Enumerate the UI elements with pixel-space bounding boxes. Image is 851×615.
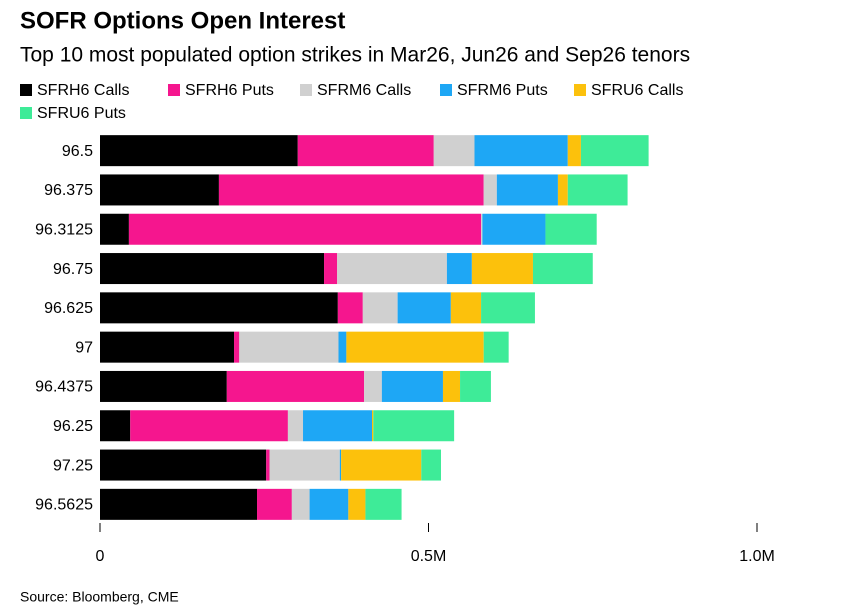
chart-subtitle: Top 10 most populated option strikes in … [20, 44, 690, 67]
y-tick-label: 96.5 [62, 143, 93, 160]
bar-segment [337, 253, 447, 285]
y-tick-label: 97 [75, 339, 93, 356]
y-tick-label: 96.75 [53, 261, 93, 278]
bar-segment [324, 253, 338, 285]
bar-segment [100, 331, 235, 363]
legend-label: SFRH6 Puts [185, 82, 274, 99]
bar-segment [291, 488, 310, 520]
bar-segment [226, 370, 365, 402]
x-tick-label: 0.5M [411, 548, 447, 565]
bar-segment [483, 174, 497, 206]
bar-segment [545, 213, 597, 245]
bar-segment [339, 449, 342, 481]
bar-segment [557, 174, 568, 206]
bar-segment [446, 253, 472, 285]
y-tick-label: 96.4375 [35, 379, 93, 396]
chart-title: SOFR Options Open Interest [20, 7, 345, 34]
bar-segment [372, 410, 374, 442]
legend-swatch [440, 84, 452, 96]
bar-segment [100, 213, 129, 245]
y-tick-label: 96.625 [44, 300, 93, 317]
bar-segment [373, 410, 455, 442]
legend-label: SFRU6 Calls [591, 82, 683, 99]
bar-segment [442, 370, 461, 402]
bar-segment [338, 331, 347, 363]
bar-segment [450, 292, 482, 324]
bar-segment [348, 488, 366, 520]
source-note: Source: Bloomberg, CME [20, 589, 179, 605]
legend-swatch [300, 84, 312, 96]
bar-segment [365, 488, 402, 520]
legend-swatch [574, 84, 586, 96]
legend-label: SFRU6 Puts [37, 105, 126, 122]
legend-label: SFRM6 Calls [317, 82, 411, 99]
bar-segment [337, 292, 363, 324]
bar-segment [481, 292, 535, 324]
bar-segment [362, 292, 398, 324]
y-tick-label: 96.375 [44, 182, 93, 199]
y-tick-label: 96.25 [53, 418, 93, 435]
bar-segment [341, 449, 422, 481]
bar-segment [100, 370, 227, 402]
bar-segment [266, 449, 270, 481]
bar-segment [239, 331, 339, 363]
bar-segment [257, 488, 292, 520]
y-tick-label: 97.25 [53, 457, 93, 474]
bar-segment [567, 135, 581, 167]
bar-segment [496, 174, 558, 206]
legend-swatch [20, 107, 32, 119]
bar-segment [482, 213, 546, 245]
legend-label: SFRH6 Calls [37, 82, 129, 99]
bar-segment [100, 292, 338, 324]
x-tick-label: 1.0M [739, 548, 775, 565]
bar-segment [460, 370, 491, 402]
bar-segment [421, 449, 441, 481]
bar-segment [567, 174, 628, 206]
bar-segment [397, 292, 451, 324]
bar-segment [309, 488, 349, 520]
bar-segment [100, 135, 298, 167]
bar-segment [100, 174, 219, 206]
bar-segment [474, 135, 568, 167]
bar-segment [381, 370, 443, 402]
bar-segment [303, 410, 373, 442]
bar-segment [287, 410, 304, 442]
bar-segment [532, 253, 593, 285]
bar-segment [100, 410, 131, 442]
bar-segment [234, 331, 240, 363]
bar-segment [128, 213, 482, 245]
bar-segment [100, 449, 267, 481]
bar-segment [364, 370, 382, 402]
x-tick-label: 0 [96, 548, 105, 565]
legend-label: SFRM6 Puts [457, 82, 548, 99]
bar-segment [346, 331, 484, 363]
y-tick-label: 96.5625 [35, 497, 93, 514]
bar-segment [580, 135, 649, 167]
bar-segment [433, 135, 475, 167]
legend-swatch [168, 84, 180, 96]
bar-segment [130, 410, 288, 442]
bar-segment [100, 488, 258, 520]
legend-swatch [20, 84, 32, 96]
bar-segment [483, 331, 509, 363]
bar-segment [218, 174, 484, 206]
y-tick-label: 96.3125 [35, 221, 93, 238]
bar-segment [481, 213, 483, 245]
bar-segment [269, 449, 340, 481]
bar-segment [100, 253, 325, 285]
bar-segment [471, 253, 533, 285]
bar-segment [297, 135, 434, 167]
